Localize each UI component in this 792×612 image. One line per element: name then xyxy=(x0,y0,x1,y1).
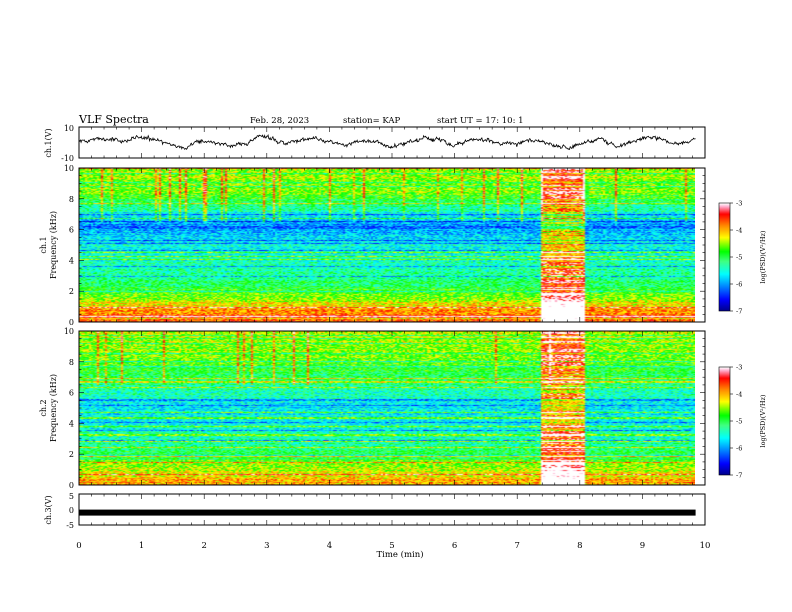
y-tick-label: 4 xyxy=(69,419,74,428)
y-tick-label: 0 xyxy=(69,481,74,490)
x-tick-label: 1 xyxy=(139,541,144,551)
ch3-ytick-top: 5 xyxy=(69,492,74,501)
colorbar-tick-label: -3 xyxy=(736,200,742,208)
colorbar-tick-label: -7 xyxy=(736,308,742,316)
ch2-colorbar-ticks: -3 -4 -5 -6 -7 xyxy=(730,364,742,480)
ch1-waveform-line xyxy=(78,134,696,151)
colorbar-tick-label: -7 xyxy=(736,472,742,480)
y-tick-label: 2 xyxy=(69,287,74,296)
colorbar-tick-label: -6 xyxy=(736,445,742,453)
station-label: station= KAP xyxy=(343,116,401,126)
y-tick-label: 6 xyxy=(69,389,74,398)
x-axis-label: Time (min) xyxy=(376,549,423,560)
ch1-colorbar-label: log(PSD)(V²/Hz) xyxy=(759,230,767,283)
x-tick-label: 0 xyxy=(76,541,81,551)
ch2-spectrogram-panel: 0 2 4 6 8 10 ch.2 Frequency (kHz) xyxy=(39,327,706,490)
y-tick-label: 0 xyxy=(69,318,74,327)
ch1-waveform-panel: 10 -10 ch.1(V) xyxy=(44,124,706,163)
y-tick-label: 10 xyxy=(64,327,74,336)
ch3-waveform-panel: 5 0 -5 ch.3(V) xyxy=(44,492,706,530)
x-tick-label: 3 xyxy=(264,541,269,551)
y-tick-label: 8 xyxy=(69,195,74,204)
figure-title: VLF Spectra xyxy=(78,113,149,126)
ch3-ytick-bottom: -5 xyxy=(66,521,74,530)
y-tick-label: 10 xyxy=(64,164,74,173)
y-tick-label: 8 xyxy=(69,358,74,367)
start-time-label: start UT = 17: 10: 1 xyxy=(437,116,524,126)
ch2-spectrogram-ylabel: Frequency (kHz) xyxy=(49,374,58,442)
x-tick-label: 7 xyxy=(514,541,519,551)
x-tick-label: 6 xyxy=(452,541,457,551)
ch1-colorbar-image xyxy=(719,203,730,311)
ch2-spectrogram-xticks xyxy=(78,331,706,485)
ch3-ylabel: ch.3(V) xyxy=(44,495,53,524)
ch1-xticks xyxy=(78,127,706,158)
colorbar-tick-label: -4 xyxy=(736,227,742,235)
ch3-xticks xyxy=(78,494,706,525)
ch1-spectrogram-xticks xyxy=(78,168,706,322)
colorbar-tick-label: -5 xyxy=(736,254,742,262)
colorbar-tick-label: -6 xyxy=(736,281,742,289)
y-tick-label: 2 xyxy=(69,450,74,459)
ch2-spectrogram-yticks: 0 2 4 6 8 10 xyxy=(64,327,705,490)
ch3-ytick-mid: 0 xyxy=(69,506,74,515)
ch2-colorbar: -3 -4 -5 -6 -7 log(PSD)(V²/Hz) xyxy=(718,364,767,480)
ch1-ylabel: ch.1(V) xyxy=(44,128,53,157)
ch1-spectrogram-ylabel-channel: ch.1 xyxy=(39,236,48,253)
ch2-spectrogram-image xyxy=(79,331,695,485)
colorbar-tick-label: -4 xyxy=(736,391,742,399)
x-axis-tick-labels: 0 1 2 3 4 5 6 7 8 9 10 xyxy=(76,541,710,551)
ch1-spectrogram-yticks: 0 2 4 6 8 10 xyxy=(64,164,705,327)
x-tick-label: 10 xyxy=(700,541,711,551)
x-tick-label: 5 xyxy=(389,541,394,551)
ch2-colorbar-label: log(PSD)(V²/Hz) xyxy=(759,394,767,447)
ch3-constant-line xyxy=(79,509,696,516)
date-label: Feb. 28, 2023 xyxy=(250,116,309,126)
ch1-colorbar: -3 -4 -5 -6 -7 log(PSD)(V²/Hz) xyxy=(718,200,767,316)
ch1-spectrogram-panel: 0 2 4 6 8 10 ch.1 Frequency (kHz) xyxy=(39,164,706,327)
ch1-spectrogram-ylabel: Frequency (kHz) xyxy=(49,211,58,279)
x-tick-label: 9 xyxy=(640,541,645,551)
ch2-colorbar-image xyxy=(719,367,730,475)
ch1-spectrogram-image xyxy=(79,168,695,322)
y-tick-label: 6 xyxy=(69,226,74,235)
ch2-spectrogram-ylabel-channel: ch.2 xyxy=(39,399,48,416)
colorbar-tick-label: -3 xyxy=(736,364,742,372)
x-tick-label: 4 xyxy=(327,541,332,551)
y-tick-label: 4 xyxy=(69,256,74,265)
x-tick-label: 8 xyxy=(577,541,582,551)
x-tick-label: 2 xyxy=(201,541,206,551)
ch1-ytick-top: 10 xyxy=(64,124,74,133)
ch1-colorbar-ticks: -3 -4 -5 -6 -7 xyxy=(730,200,742,316)
colorbar-tick-label: -5 xyxy=(736,418,742,426)
ch1-ytick-bottom: -10 xyxy=(61,154,74,163)
